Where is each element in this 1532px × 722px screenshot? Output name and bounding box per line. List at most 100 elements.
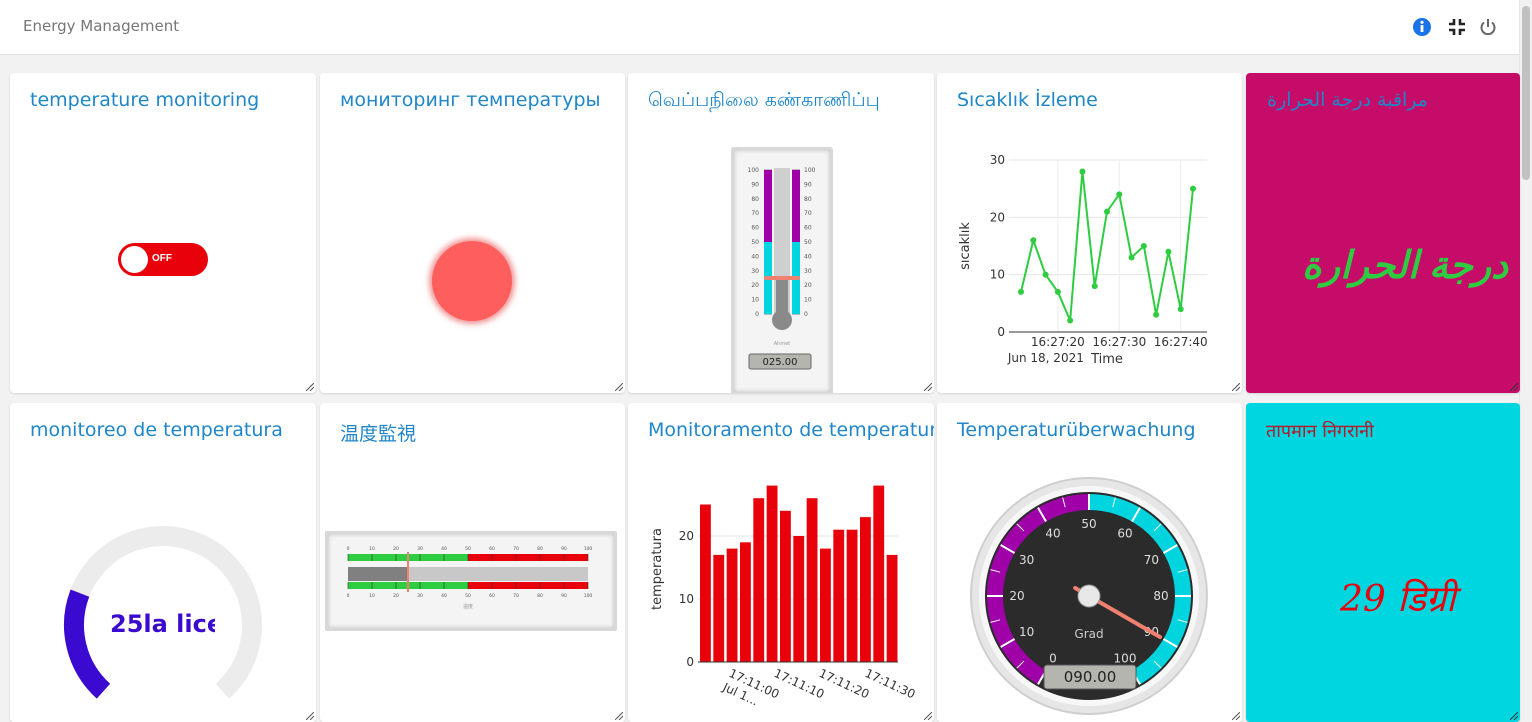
bar <box>713 554 725 662</box>
line-chart: 0 10 20 30 16:27:20 16:27:30 16:27:40 Jun 18, 2… <box>958 153 1208 367</box>
thermo-marker <box>764 276 800 280</box>
card-line-chart: Sıcaklık İzleme 0 10 20 30 16:27:20 16:27:30 1… <box>937 73 1242 393</box>
exit-fullscreen-icon[interactable] <box>1447 17 1467 37</box>
x-tick-label: 16:27:20 <box>1031 335 1085 349</box>
linear-tick-label: 70 <box>513 593 519 599</box>
thermo-tick-label: 70 <box>751 210 759 217</box>
dial-tick-label: 20 <box>1009 589 1024 603</box>
y-axis-label: sıcaklık <box>958 222 973 270</box>
thermo-tick-label: 70 <box>804 210 812 217</box>
dial-tick-label: 70 <box>1144 553 1159 567</box>
linear-tick-label: 20 <box>393 546 399 552</box>
linear-tick-label: 10 <box>369 546 375 552</box>
linear-tick-label: 20 <box>393 593 399 599</box>
linear-tick-label: 30 <box>417 546 423 552</box>
resize-handle[interactable] <box>615 712 623 720</box>
linear-tick-label: 80 <box>537 546 543 552</box>
power-icon[interactable] <box>1478 17 1498 37</box>
dial-tick-label: 10 <box>1019 625 1034 639</box>
data-point <box>1128 254 1135 261</box>
thermo-tick-label: 0 <box>804 311 808 318</box>
bar <box>740 542 751 662</box>
card-donut: monitoreo de temperatura 25la licen <box>10 403 316 722</box>
toggle-knob <box>121 246 148 273</box>
thermo-tick-label: 100 <box>748 167 760 174</box>
linear-gauge-caption: 温度 <box>463 603 473 610</box>
dial-gauge: 0102030405060708090100 Grad 090.00 <box>970 477 1208 715</box>
linear-tick-label: 100 <box>584 593 593 599</box>
thermo-tick-label: 20 <box>751 282 759 289</box>
bar <box>846 529 858 662</box>
dial-unit: Grad <box>1074 627 1103 641</box>
dial-tick-label: 30 <box>1019 553 1034 567</box>
card-title: مراقبة درجة الحرارة <box>1267 89 1428 111</box>
bar <box>753 498 765 662</box>
thermo-tick-label: 0 <box>755 311 759 318</box>
card-title: Monitoramento de temperatura <box>648 419 934 441</box>
thermo-readout: 025.00 <box>763 357 798 368</box>
linear-tick-label: 80 <box>537 593 543 599</box>
scroll-thumb[interactable] <box>1522 6 1530 180</box>
dial-tick-label: 60 <box>1117 527 1132 541</box>
resize-handle[interactable] <box>1510 712 1518 720</box>
resize-handle[interactable] <box>1232 712 1240 720</box>
data-point <box>1067 317 1074 324</box>
resize-handle[interactable] <box>306 383 314 391</box>
data-point <box>1153 311 1160 318</box>
y-tick-label: 30 <box>990 153 1005 167</box>
thermo-tick-label: 100 <box>804 167 816 174</box>
linear-tick-label: 0 <box>347 546 350 552</box>
thermo-tick-label: 60 <box>751 225 759 232</box>
toggle-state-label: OFF <box>152 253 172 264</box>
card-led: мониторинг температуры <box>320 73 625 393</box>
card-dial-gauge: Temperaturüberwachung 010203040506070809… <box>937 403 1242 722</box>
thermo-tick-label: 30 <box>804 268 812 275</box>
data-point <box>1030 237 1037 244</box>
resize-handle[interactable] <box>615 383 623 391</box>
thermo-tick-label: 10 <box>804 297 812 304</box>
data-point <box>1091 283 1098 290</box>
x-sublabel: Jun 18, 2021 <box>1007 351 1084 365</box>
bar <box>766 485 778 662</box>
app-title: Energy Management <box>23 17 180 35</box>
thermo-tick-label: 50 <box>751 239 759 246</box>
thermo-tick-label: 90 <box>804 181 812 188</box>
dial-readout: 090.00 <box>1064 668 1117 686</box>
data-point <box>1177 306 1184 313</box>
resize-handle[interactable] <box>306 712 314 720</box>
bar <box>806 498 818 662</box>
data-point <box>1190 185 1196 192</box>
bar <box>873 485 885 662</box>
thermo-tick-label: 20 <box>804 282 812 289</box>
info-icon[interactable] <box>1412 17 1432 37</box>
y-tick-label: 10 <box>990 268 1005 282</box>
linear-tick-label: 90 <box>561 546 567 552</box>
linear-tick-label: 30 <box>417 593 423 599</box>
thermo-scale-high-right <box>792 170 800 242</box>
x-tick-label: 16:27:30 <box>1092 335 1146 349</box>
donut-value-arc <box>64 589 111 699</box>
y-tick-label: 0 <box>686 655 694 669</box>
thermo-caption: Ahmet <box>774 341 791 347</box>
toggle-switch[interactable]: OFF <box>118 243 208 276</box>
hindi-value-text: 29 डिग्री <box>1340 579 1456 620</box>
card-title: तापमान निगरानी <box>1266 421 1374 442</box>
resize-handle[interactable] <box>924 383 932 391</box>
linear-tick-label: 40 <box>441 593 447 599</box>
resize-handle[interactable] <box>924 712 932 720</box>
resize-handle[interactable] <box>1232 383 1240 391</box>
data-point <box>1079 168 1086 175</box>
y-tick-label: 0 <box>997 325 1005 339</box>
thermo-tick-label: 50 <box>804 239 812 246</box>
arabic-value-text: درجة الحرارة <box>1301 245 1508 287</box>
series-line <box>1020 171 1194 321</box>
bar-chart: 01020temperatura17:11:0017:11:1017:11:20… <box>650 485 918 709</box>
x-tick-label: 16:27:40 <box>1154 335 1208 349</box>
bar <box>886 554 898 662</box>
data-point <box>1104 208 1110 215</box>
resize-handle[interactable] <box>1510 383 1518 391</box>
page-scrollbar[interactable] <box>1519 0 1532 722</box>
data-point <box>1042 271 1049 278</box>
card-title: 温度監視 <box>340 423 417 445</box>
card-thermometer: வெப்பநிலை கண்காணிப்பு 100 100 90 90 80 80 70 70… <box>628 73 934 393</box>
